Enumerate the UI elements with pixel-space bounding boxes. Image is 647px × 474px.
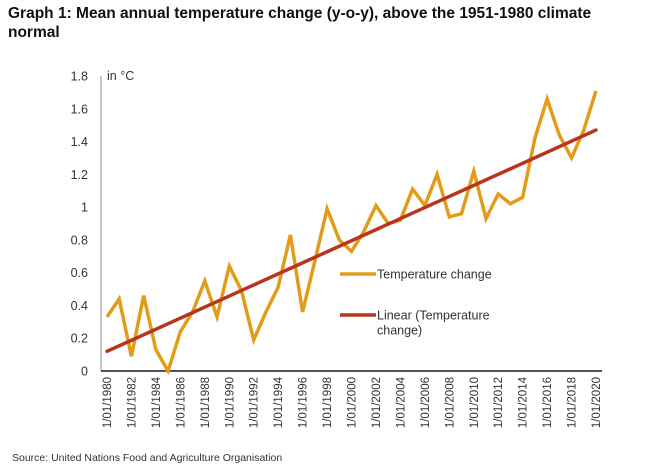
series-layer	[105, 90, 598, 376]
y-tick-label: 0.4	[71, 299, 88, 313]
x-tick-label: 1/01/1992	[249, 377, 261, 428]
source-note: Source: United Nations Food and Agricult…	[12, 452, 283, 464]
x-tick-label: 1/01/1994	[273, 376, 285, 428]
y-tick-label: 0.2	[71, 332, 88, 346]
x-tick-label: 1/01/2012	[493, 377, 505, 428]
x-tick-label: 1/01/2004	[395, 376, 407, 428]
x-tick-label: 1/01/1998	[322, 377, 334, 428]
legend: Temperature change Linear (Temperaturecha…	[340, 268, 492, 338]
legend-label-linear-trend-line2: change)	[377, 324, 422, 338]
y-axis-ticks: 0 0.2 0.4 0.6 0.8 1 1.2 1.4 1.6 1.8	[71, 70, 88, 379]
series-line-temperature-change	[105, 90, 598, 376]
x-tick-label: 1/01/1996	[298, 377, 310, 428]
y-tick-label: 1.4	[71, 135, 88, 149]
x-axis-ticks: 1/01/1980 1/01/1982 1/01/1984 1/01/1986 1/01…	[102, 376, 603, 428]
x-tick-label: 1/01/1980	[102, 377, 114, 428]
y-tick-label: 0	[81, 365, 88, 379]
y-tick-label: 1.8	[71, 70, 88, 84]
chart-title: Graph 1: Mean annual temperature change …	[8, 5, 592, 41]
x-tick-label: 1/01/1984	[151, 376, 163, 428]
x-tick-label: 1/01/2006	[420, 377, 432, 428]
trendline-linear-temperature-change	[105, 128, 598, 354]
y-tick-label: 1.2	[71, 168, 88, 182]
y-tick-label: 1.6	[71, 102, 88, 116]
x-tick-label: 1/01/1990	[224, 377, 236, 428]
x-tick-label: 1/01/2020	[591, 377, 603, 428]
legend-label-linear-trend: Linear (Temperature	[377, 309, 490, 323]
x-tick-label: 1/01/2014	[518, 376, 530, 428]
y-tick-label: 0.8	[71, 233, 88, 247]
y-tick-label: 1	[81, 201, 88, 215]
x-tick-label: 1/01/1988	[200, 377, 212, 428]
x-tick-label: 1/01/2008	[444, 377, 456, 428]
x-tick-label: 1/01/2000	[347, 377, 359, 428]
legend-label-temperature-change: Temperature change	[377, 268, 492, 282]
y-axis-unit-label: in °C	[107, 69, 134, 83]
x-tick-label: 1/01/2018	[567, 377, 579, 428]
x-tick-label: 1/01/2016	[542, 377, 554, 428]
x-tick-label: 1/01/1986	[175, 377, 187, 428]
x-tick-label: 1/01/2002	[371, 377, 383, 428]
x-tick-label: 1/01/1982	[126, 377, 138, 428]
x-tick-label: 1/01/2010	[469, 377, 481, 428]
y-tick-label: 0.6	[71, 266, 88, 280]
